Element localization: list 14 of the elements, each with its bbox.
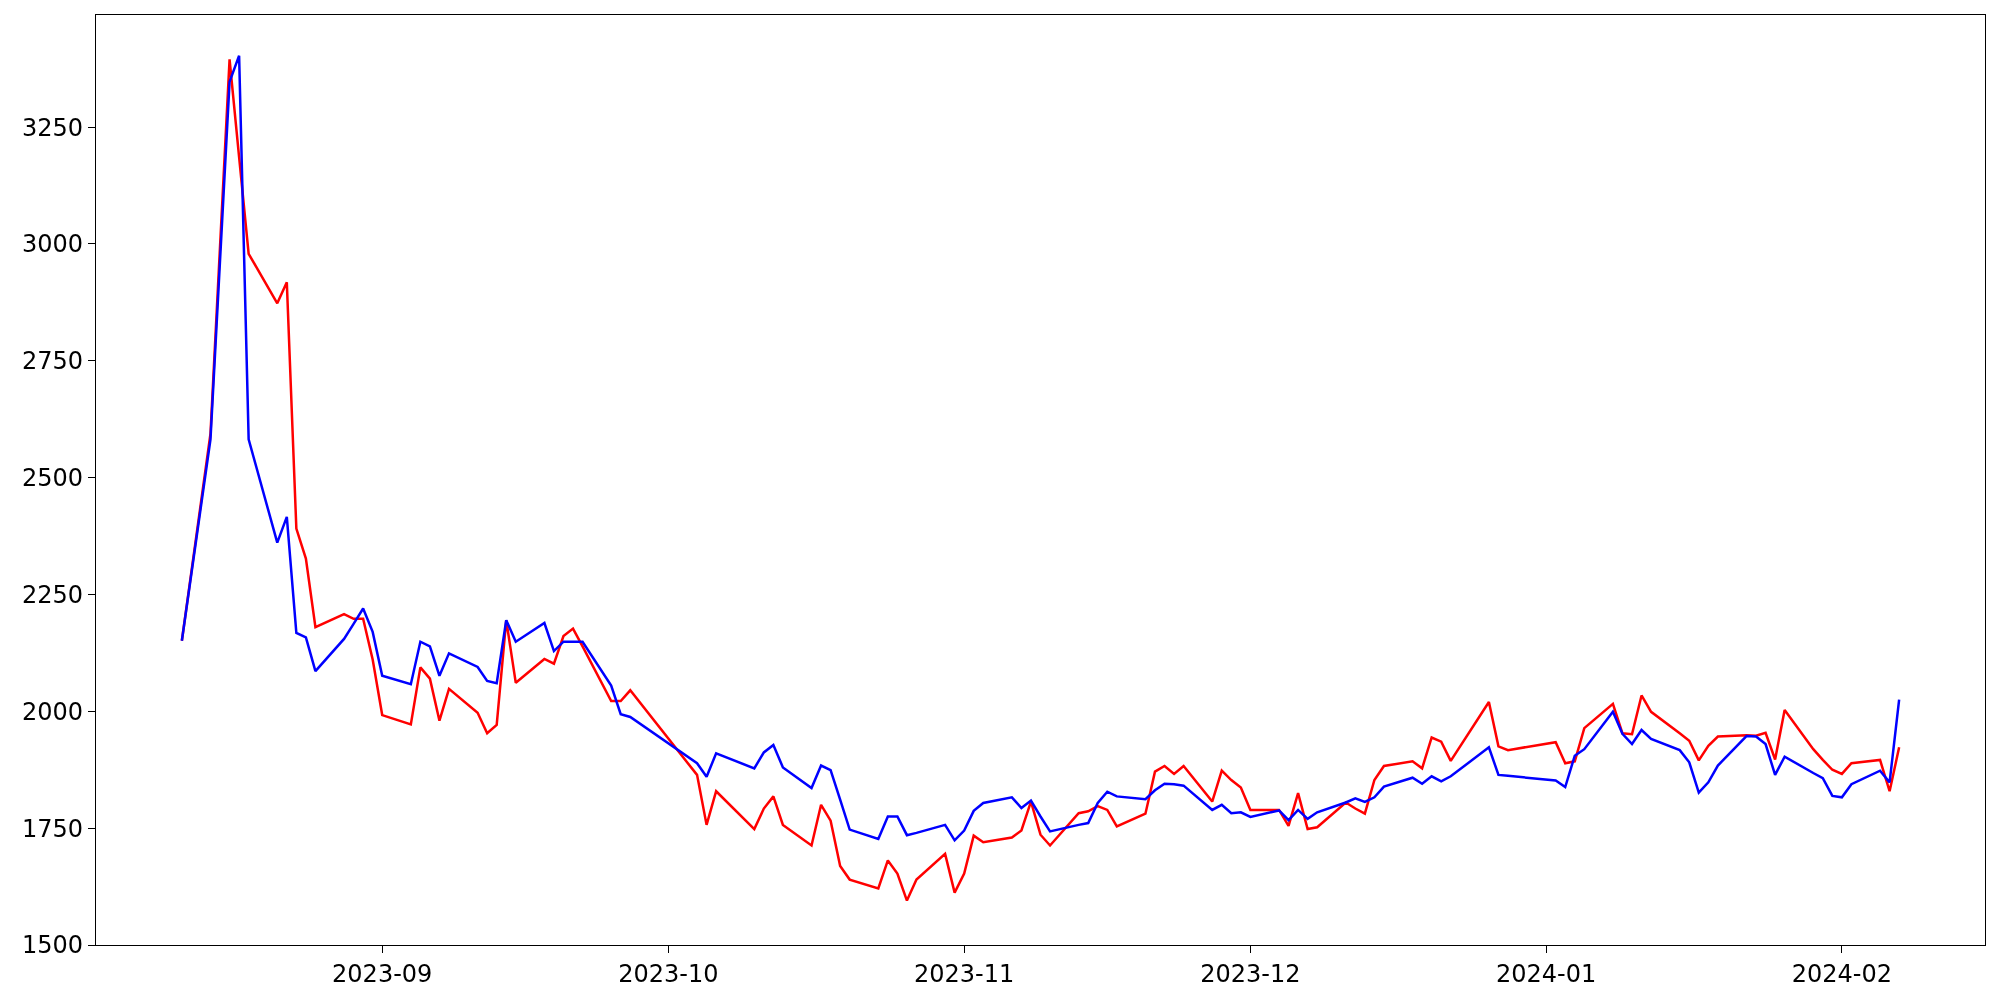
y-tick-label: 2000 [22,697,84,726]
x-tick-label: 2023-10 [618,959,719,988]
x-tick-label: 2023-11 [914,959,1015,988]
y-tick-label: 2500 [22,464,84,493]
x-tick-label: 2024-02 [1791,959,1893,988]
y-tick-label: 3000 [22,230,84,259]
y-tick-label: 2250 [22,580,84,609]
x-tick-label: 2023-12 [1200,959,1301,988]
x-tick-label: 2024-01 [1496,959,1597,988]
y-tick-label: 1750 [22,814,84,843]
y-tick-label: 2750 [22,347,84,376]
x-tick-label: 2023-09 [332,959,433,988]
y-tick-label: 1500 [22,931,84,960]
y-tick-label: 3250 [22,113,84,142]
